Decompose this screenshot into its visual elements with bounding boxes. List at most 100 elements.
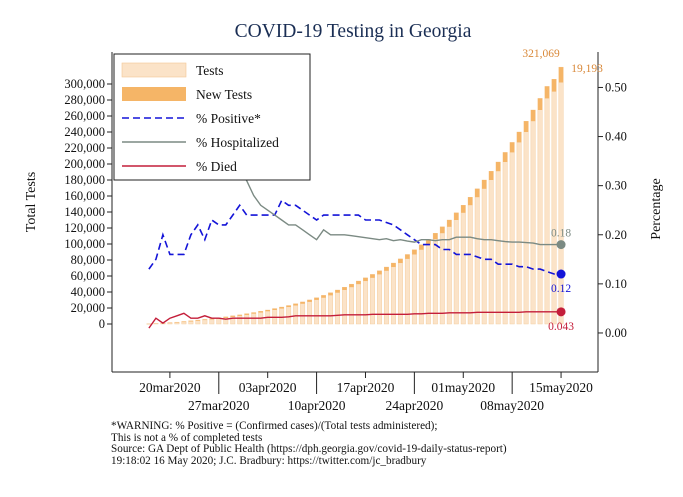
total-tests-bar: [377, 270, 382, 325]
notes: *WARNING: % Positive = (Confirmed cases)…: [111, 420, 676, 467]
new-tests-bar: [209, 318, 215, 320]
new-tests-bar: [495, 162, 501, 172]
new-tests-bar: [300, 301, 305, 304]
left-tick-label: 180,000: [64, 173, 105, 187]
pct-died-line: [148, 311, 562, 329]
new-tests-bar: [377, 270, 382, 275]
total-tests-bar: [481, 179, 487, 325]
died-end-label: 0.043: [548, 321, 574, 333]
total-tests-bar: [453, 212, 459, 325]
new-tests-bar: [433, 233, 438, 240]
total-tests-bar: [523, 120, 529, 325]
total-tests-bar: [411, 249, 417, 325]
right-tick-label: 0.20: [605, 228, 627, 242]
new-tests-bar: [230, 315, 235, 317]
chart-title: COVID-19 Testing in Georgia: [235, 21, 472, 42]
new-tests-bar: [440, 226, 445, 234]
note-warning: *WARNING: % Positive = (Confirmed cases)…: [111, 420, 438, 432]
total-tests-bar: [446, 219, 452, 325]
total-tests-bar: [432, 232, 438, 325]
left-tick-label: 260,000: [64, 109, 105, 123]
new-tests-bar: [265, 310, 270, 312]
pct-hospitalized-line: [232, 155, 562, 246]
new-tests-bar: [468, 197, 473, 206]
total-tests-bar: [321, 295, 327, 325]
new-tests-bar: [251, 312, 256, 314]
legend-label: Tests: [196, 63, 224, 78]
left-tick-label: 200,000: [64, 157, 105, 171]
new-tests-bar: [384, 267, 389, 271]
new-tests-bar: [370, 274, 375, 278]
new-tests-bar: [279, 307, 284, 309]
left-tick-label: 20,000: [71, 301, 105, 315]
new-tests-bar: [461, 205, 466, 213]
new-tests-bar: [551, 79, 557, 92]
new-tests-end-label: 19,193: [571, 63, 603, 75]
total-tests-bar: [342, 287, 347, 325]
total-tests-bar: [272, 308, 278, 325]
right-axis-title: Percentage: [649, 178, 664, 239]
new-tests-bar: [272, 308, 277, 310]
x-tick-label: 24apr2020: [385, 398, 443, 413]
total-tests-bar: [370, 274, 375, 325]
total-tests-bar: [502, 152, 508, 325]
new-tests-bar: [447, 220, 452, 227]
left-axis-title: Total Tests: [24, 172, 39, 232]
new-tests-bar: [237, 314, 242, 316]
new-tests-bar: [293, 303, 298, 306]
note-timestamp: 19:18:02 16 May 2020; J.C. Bradbury: htt…: [111, 454, 427, 467]
right-tick-label: 0.00: [605, 326, 627, 340]
left-tick-label: 0: [99, 317, 105, 331]
right-tick-label: 0.40: [605, 130, 627, 144]
legend-label: New Tests: [196, 87, 252, 102]
new-tests-bar: [307, 299, 312, 302]
note-clarification: This is not a % of completed tests: [111, 431, 263, 444]
left-tick-label: 100,000: [64, 237, 105, 251]
total-tests-bar: [530, 109, 536, 325]
new-tests-bar: [426, 239, 431, 245]
total-tests-bar: [328, 292, 333, 325]
new-tests-bar: [391, 263, 396, 268]
new-tests-bar: [405, 254, 410, 259]
total-tests-bar: [293, 303, 299, 325]
legend-label: % Positive*: [196, 111, 261, 126]
died-end-marker: [556, 307, 566, 317]
right-tick-label: 0.30: [605, 179, 627, 193]
new-tests-bar: [286, 305, 291, 308]
left-tick-label: 120,000: [64, 221, 105, 235]
total-tests-bar: [314, 297, 320, 325]
new-tests-bar: [530, 110, 536, 122]
x-tick-label: 01may2020: [431, 380, 495, 395]
total-tests-bar: [209, 318, 215, 325]
new-tests-bar: [502, 152, 508, 162]
new-tests-bar: [454, 212, 459, 220]
new-tests-bar: [181, 321, 187, 323]
hospitalized-end-marker: [556, 240, 566, 250]
legend-label: % Hospitalized: [196, 135, 279, 150]
total-tests-bar: [537, 98, 543, 325]
total-tests-bar: [544, 86, 550, 325]
legend-swatch-tests: [121, 62, 187, 78]
left-tick-label: 40,000: [71, 285, 105, 299]
total-tests-end-label: 321,069: [522, 48, 560, 60]
note-source: Source: GA Dept of Public Health (https:…: [111, 443, 507, 456]
new-tests-bar: [349, 284, 354, 288]
total-tests-bar: [363, 277, 368, 325]
new-tests-bar: [363, 277, 368, 282]
total-tests-bar: [230, 315, 236, 325]
positive-end-marker: [556, 269, 566, 279]
left-tick-label: 280,000: [64, 93, 105, 107]
x-tick-label: 15may2020: [529, 380, 593, 395]
total-tests-bar: [223, 316, 229, 325]
total-tests-bar: [425, 238, 431, 325]
new-tests-bar: [516, 132, 522, 143]
x-tick-label: 27mar2020: [188, 398, 250, 413]
new-tests-bar: [558, 67, 564, 83]
new-tests-bar: [321, 295, 326, 298]
new-tests-bar: [475, 188, 480, 198]
total-tests-bar: [237, 314, 243, 325]
new-tests-bar: [419, 244, 424, 250]
new-tests-bar: [314, 297, 319, 300]
left-tick-label: 60,000: [71, 269, 105, 283]
